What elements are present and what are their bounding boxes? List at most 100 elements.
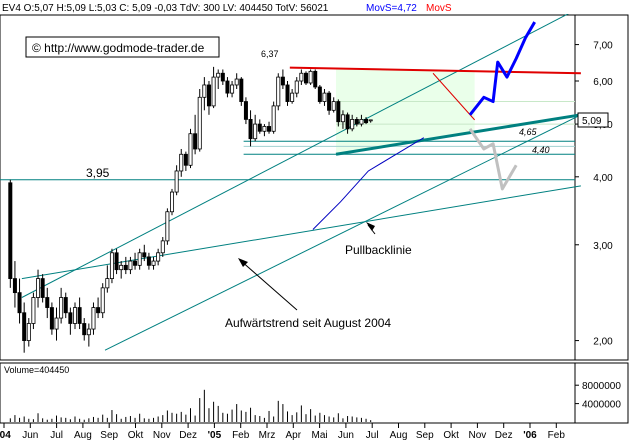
candle-body [160, 240, 165, 254]
candle [45, 287, 50, 319]
time-tick-label: Nov [469, 430, 487, 441]
candle-body [26, 323, 31, 341]
candle [285, 81, 290, 106]
volume-bars [9, 389, 372, 422]
candle [322, 89, 327, 106]
candle-body [220, 72, 225, 82]
bear-scenario-path [468, 128, 518, 191]
candle-body [137, 252, 142, 266]
time-tick-label: Jun [338, 430, 354, 441]
time-tick-label: Mai [312, 430, 328, 441]
candle [267, 121, 272, 134]
candle-body [350, 119, 355, 130]
price-tick-label: 6,00 [593, 77, 613, 88]
candle-body [280, 76, 285, 86]
candle [197, 89, 202, 152]
candle [119, 261, 124, 279]
candle [234, 73, 239, 90]
candle [137, 248, 142, 270]
candle-body [234, 78, 239, 86]
candle [77, 297, 82, 330]
candle-body [17, 292, 22, 314]
candle [271, 101, 276, 134]
last-price-tag [577, 112, 609, 128]
candle [188, 128, 193, 169]
candle [193, 114, 198, 155]
candle [109, 248, 114, 284]
candle-body [123, 264, 128, 271]
triangle-area [336, 68, 475, 155]
candle-body [77, 307, 82, 324]
candle [114, 248, 119, 275]
price-panel-frame [0, 14, 576, 361]
candle-body [174, 170, 179, 193]
header-bar [0, 0, 629, 14]
candle-body [253, 123, 258, 140]
movs-value: MovS=4,72 [366, 3, 417, 14]
candle-body [109, 252, 114, 279]
candle-body [59, 297, 64, 319]
candle [308, 69, 313, 85]
candle-body [322, 92, 327, 102]
resistance-line [289, 66, 581, 75]
candle-body [294, 80, 299, 94]
candle-body [31, 297, 36, 324]
candle [313, 69, 318, 90]
volume-axis-frame [574, 362, 629, 424]
time-tick-label: Jul [50, 430, 63, 441]
candle-body [354, 119, 359, 125]
candle [340, 110, 345, 129]
movs-legend: MovS [426, 3, 452, 14]
candle-body [216, 72, 221, 78]
copyright-box [25, 36, 220, 58]
candle [86, 323, 91, 347]
price-tick-label: 3,00 [593, 241, 613, 252]
candle [359, 114, 364, 127]
candle-body [49, 307, 54, 330]
candle-body [91, 307, 96, 330]
candle-body [133, 260, 138, 266]
quote-header: EV4 O:5,07 H:5,09 L:5,03 C: 5,09 -0,03 T… [2, 3, 329, 14]
candle [22, 302, 27, 353]
candle [91, 302, 96, 335]
candle [294, 77, 299, 98]
candle [68, 307, 73, 335]
candle-body [188, 133, 193, 166]
candle [165, 208, 170, 245]
candle-body [146, 256, 151, 266]
scenario-arrows [468, 21, 536, 191]
candle [211, 66, 216, 109]
candle [170, 188, 175, 216]
candle [262, 124, 267, 137]
candle-body [40, 278, 45, 298]
high-label: 6,37 [261, 49, 279, 59]
candle [133, 252, 138, 270]
candle-body [114, 252, 119, 271]
candle-body [54, 317, 59, 330]
candle [290, 89, 295, 104]
candle-body [82, 323, 87, 336]
candle [179, 148, 184, 177]
candle-body [248, 119, 253, 140]
time-tick-label: Dez [495, 430, 513, 441]
candle-body [202, 84, 207, 98]
candle-body [128, 260, 133, 271]
price-tick-label: 7,00 [593, 41, 613, 52]
level-395-label: 3,95 [86, 166, 110, 180]
candle [31, 292, 36, 330]
candle-body [313, 70, 318, 88]
candle-body [45, 297, 50, 308]
candle [40, 274, 45, 303]
candle-body [36, 278, 41, 298]
candle-body [243, 101, 248, 120]
volume-tick-label: 4000000 [582, 400, 621, 411]
candle-body [151, 260, 156, 266]
candle [336, 99, 341, 127]
volume-label: Volume=404450 [4, 365, 69, 375]
candle [368, 119, 373, 123]
candle [239, 77, 244, 106]
time-tick-label: Okt [128, 430, 144, 441]
candle-body [72, 307, 77, 324]
candle-body [142, 252, 147, 258]
candle-body [336, 101, 341, 123]
